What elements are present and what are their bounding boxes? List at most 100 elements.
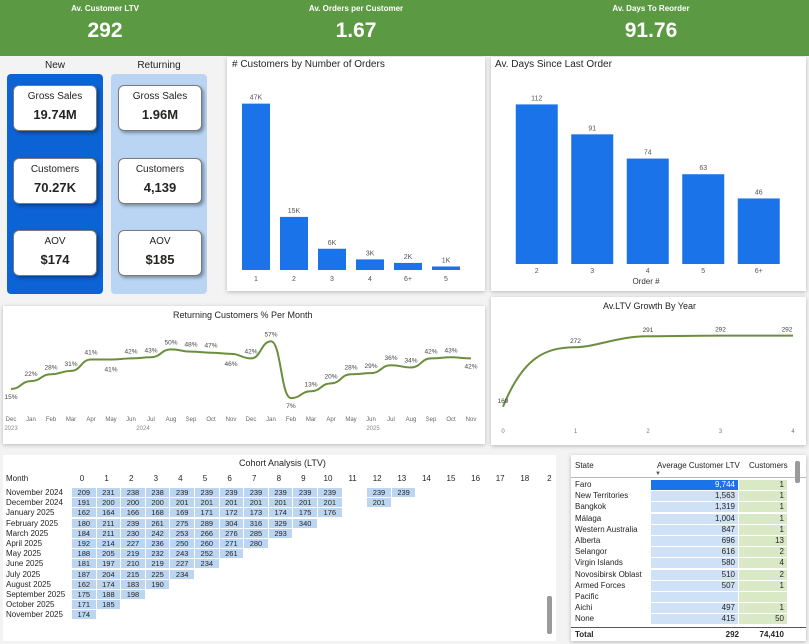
customers-header[interactable]: Customers <box>749 461 788 470</box>
cohort-column-header: 13 <box>397 474 407 483</box>
cohort-column-header: 18 <box>520 474 530 483</box>
days-chart-panel: Av. Days Since Last Order 112 2 91 3 74 4 63 5 4… <box>491 57 806 291</box>
card-value: 19.74M <box>33 107 77 122</box>
cohort-cell: 201 <box>195 498 219 508</box>
table-row[interactable]: Selangor 616 2 <box>571 547 801 558</box>
card-value: 1.96M <box>141 107 179 122</box>
cohort-cell: 239 <box>391 488 416 497</box>
returning-aov-card[interactable]: AOV $185 <box>118 230 202 276</box>
point-data-label: 50% <box>164 339 177 346</box>
bar-4 <box>356 259 384 270</box>
kpi-value: 91.76 <box>624 19 678 42</box>
table-row[interactable]: New Territories 1,563 1 <box>571 491 801 502</box>
bar-data-label: 63 <box>699 165 707 172</box>
point-data-label: 15% <box>4 394 17 401</box>
point-data-label: 28% <box>44 364 57 371</box>
kpi-customer-ltv: Av. Customer LTV 292 <box>5 0 205 43</box>
table-row[interactable]: Aichi 497 1 <box>571 603 801 614</box>
ltv-growth-line <box>502 334 793 408</box>
cohort-cell: 215 <box>121 569 145 579</box>
cohort-column-header: 0 <box>79 474 85 483</box>
year-label: 2025 <box>366 426 380 432</box>
bar-data-label: 15K <box>288 208 301 215</box>
card-label: AOV <box>44 236 66 247</box>
table-row[interactable]: Western Australia 847 1 <box>571 524 801 536</box>
table-row[interactable]: Pacific <box>571 592 801 603</box>
state-header[interactable]: State <box>575 461 594 470</box>
header-divider <box>571 477 806 478</box>
cohort-cell: 225 <box>145 569 170 579</box>
cohort-cell: 280 <box>244 539 268 548</box>
cohort-cell: 172 <box>219 508 244 518</box>
table-row[interactable]: Faro 9,744 1 <box>571 480 801 491</box>
chart-title: Av. Days Since Last Order <box>495 59 612 70</box>
returning-gross-sales-card[interactable]: Gross Sales 1.96M <box>118 85 202 131</box>
ltv-header[interactable]: Average Customer LTV <box>657 461 740 470</box>
new-header: New <box>44 60 65 71</box>
state-ltv <box>651 592 738 602</box>
bar-data-label: 91 <box>588 125 596 132</box>
state-customers: 1 <box>739 513 787 524</box>
returning-customers-card[interactable]: Customers 4,139 <box>118 158 202 204</box>
returning-pct-line-chart: 15% Dec 22% Jan 28% Feb 31% Mar 41% Apr 41% May 42% J… <box>4 331 477 432</box>
cohort-cell: 200 <box>145 498 170 508</box>
kpi-banner: Av. Customer LTV 292 Av. Orders per Cust… <box>0 0 809 56</box>
state-rows: Faro 9,744 1 New Territories 1,563 1 Bangkok 1,… <box>571 480 801 626</box>
bar-1 <box>242 103 270 270</box>
new-aov-card[interactable]: AOV $174 <box>13 230 97 276</box>
state-customers: 1 <box>739 491 787 502</box>
table-row[interactable]: Bangkok 1,319 1 <box>571 502 801 513</box>
table-row[interactable]: Armed Forces 507 1 <box>571 580 801 592</box>
new-customers-card[interactable]: Customers 70.27K <box>13 158 97 204</box>
cohort-cell: 232 <box>145 549 170 559</box>
x-tick-label: Sep <box>186 417 197 423</box>
cohort-cell: 329 <box>268 518 293 528</box>
x-tick-label: 2 <box>292 276 296 283</box>
bar-order-2 <box>515 104 558 265</box>
sort-desc-icon[interactable]: ▼ <box>655 471 661 477</box>
table-row[interactable]: Alberta 696 13 <box>571 536 801 547</box>
cohort-cell: 261 <box>145 518 170 528</box>
table-row[interactable]: Virgin Islands 580 4 <box>571 558 801 569</box>
cohort-row-label: August 2025 <box>6 579 51 589</box>
kpi-label: Av. Orders per Customer <box>308 4 404 13</box>
cohort-cell: 239 <box>195 488 219 497</box>
cohort-cell: 285 <box>244 528 268 538</box>
x-tick-label: Aug <box>166 417 177 423</box>
cohort-cell: 219 <box>145 559 170 569</box>
days-bar-chart: 112 2 91 3 74 4 63 5 46 6+ Order # <box>515 95 780 286</box>
cohort-cell: 252 <box>195 549 219 559</box>
cohort-cell: 239 <box>293 488 317 497</box>
table-row[interactable]: None 415 50 <box>571 614 801 625</box>
state-name: Faro <box>575 480 592 489</box>
cohort-cell: 176 <box>318 508 342 518</box>
cohort-cell: 169 <box>170 508 194 518</box>
ltv-growth-panel: Av.LTV Growth By Year 169 0 272 1 291 2 292 3 29… <box>491 297 806 445</box>
cohort-row-label: May 2025 <box>6 549 42 559</box>
cohort-cell: 187 <box>72 569 96 579</box>
x-tick-label: 3 <box>590 268 594 275</box>
x-tick-label: Sep <box>426 417 437 423</box>
cohort-row-label: July 2025 <box>6 569 41 579</box>
cohort-cell: 180 <box>72 518 96 528</box>
table-row[interactable]: Novosibirsk Oblast 510 2 <box>571 569 801 581</box>
cohort-column-header: 2 <box>547 474 552 483</box>
cohort-scrollbar[interactable] <box>547 596 552 634</box>
table-row[interactable]: Málaga 1,004 1 <box>571 513 801 525</box>
x-tick-label: 2 <box>535 268 539 275</box>
cohort-column-header: 12 <box>372 474 382 483</box>
cohort-cell: 192 <box>72 539 96 548</box>
bar-data-label: 112 <box>531 95 542 102</box>
cohort-matrix[interactable]: Month 0 1 2 3 4 5 6 7 8 9 10 11 12 13 14 15 16 17 18 2 Novemb… <box>3 471 556 641</box>
cohort-cell: 276 <box>219 528 244 538</box>
cohort-cell: 293 <box>268 528 293 538</box>
bar-order-4 <box>626 158 669 264</box>
state-name: None <box>575 614 595 624</box>
card-label: Gross Sales <box>132 91 188 102</box>
point-data-label: 41% <box>104 367 117 374</box>
cohort-column-header: 1 <box>104 474 109 483</box>
cohort-cell: 230 <box>121 528 145 538</box>
state-table-scrollbar[interactable] <box>795 461 800 483</box>
new-gross-sales-card[interactable]: Gross Sales 19.74M <box>13 85 97 131</box>
state-table-panel: State Average Customer LTV Customers ▼ F… <box>571 455 806 641</box>
